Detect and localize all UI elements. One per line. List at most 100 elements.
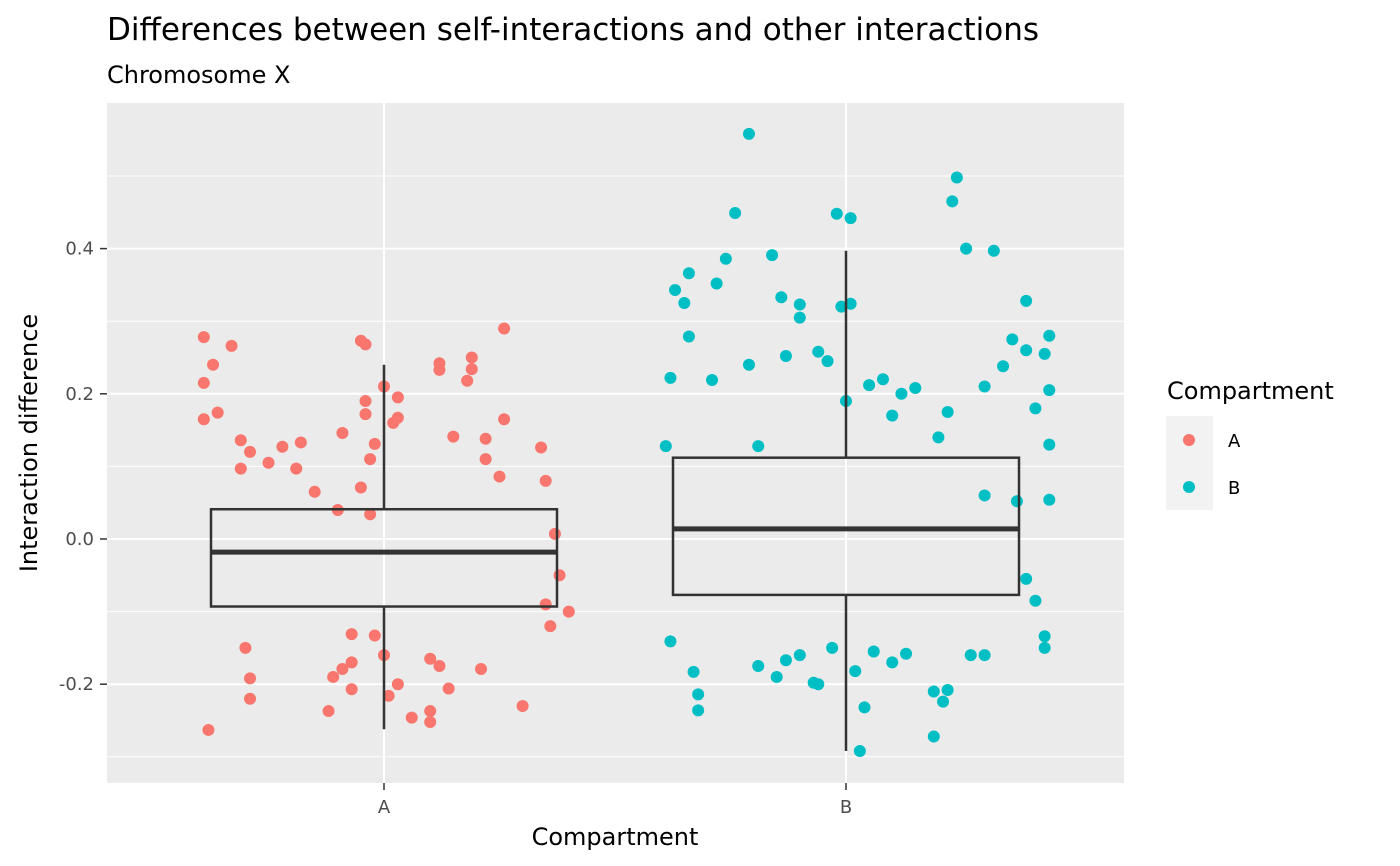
data-point-a: [433, 357, 446, 370]
data-point-b: [766, 249, 779, 262]
data-point-b: [950, 171, 963, 184]
data-point-b: [1043, 438, 1056, 451]
chart-subtitle: Chromosome X: [107, 61, 290, 89]
data-point-b: [1043, 329, 1056, 342]
axes: -0.2 0.0 0.2 0.4 A B: [59, 239, 852, 818]
data-point-a: [391, 411, 404, 424]
data-point-b: [932, 431, 945, 444]
data-point-b: [779, 350, 792, 363]
data-point-b: [1038, 347, 1051, 360]
data-point-b: [779, 654, 792, 667]
data-point-b: [895, 387, 908, 400]
data-point-b: [770, 670, 783, 683]
data-point-a: [535, 441, 548, 454]
data-point-b: [793, 298, 806, 311]
data-point-a: [516, 699, 529, 712]
data-point-a: [475, 662, 488, 675]
data-point-a: [239, 641, 252, 654]
data-point-b: [946, 195, 959, 208]
legend-key-a: [1183, 434, 1195, 446]
data-point-a: [391, 391, 404, 404]
data-point-a: [262, 456, 275, 469]
data-point-b: [682, 267, 695, 280]
data-point-b: [742, 127, 755, 140]
data-point-a: [433, 660, 446, 673]
data-point-a: [354, 481, 367, 494]
data-point-b: [687, 665, 700, 678]
data-point-a: [498, 322, 511, 335]
y-tick-label: 0.0: [65, 529, 94, 550]
data-point-b: [1006, 333, 1019, 346]
data-point-a: [359, 395, 372, 408]
data-point-a: [368, 629, 381, 642]
data-point-a: [364, 453, 377, 466]
data-point-b: [812, 678, 825, 691]
data-point-a: [539, 474, 552, 487]
legend: Compartment A B: [1166, 377, 1334, 510]
data-point-a: [345, 656, 358, 669]
data-point-a: [553, 569, 566, 582]
data-point-b: [960, 242, 973, 255]
data-point-b: [900, 647, 913, 660]
y-axis-title: Interaction difference: [15, 314, 43, 572]
data-point-b: [835, 300, 848, 313]
y-tick-label: 0.4: [65, 239, 94, 260]
data-point-a: [442, 682, 455, 695]
data-point-b: [752, 660, 765, 673]
data-point-a: [405, 711, 418, 724]
data-point-b: [1010, 495, 1023, 508]
data-point-a: [276, 440, 289, 453]
data-point-a: [382, 689, 395, 702]
data-point-a: [234, 434, 247, 447]
boxplot-a: [209, 364, 559, 730]
data-point-b: [849, 665, 862, 678]
data-point-a: [364, 508, 377, 521]
data-point-b: [678, 297, 691, 310]
data-point-b: [886, 656, 899, 669]
data-point-a: [368, 437, 381, 450]
data-point-a: [197, 413, 210, 426]
data-point-a: [294, 436, 307, 449]
x-axis-title: Compartment: [532, 823, 699, 851]
data-point-a: [548, 527, 561, 540]
data-point-a: [244, 445, 257, 458]
data-point-b: [1043, 493, 1056, 506]
data-point-b: [941, 684, 954, 697]
data-point-b: [1043, 384, 1056, 397]
data-point-b: [964, 649, 977, 662]
data-point-b: [863, 379, 876, 392]
data-point-a: [359, 408, 372, 421]
data-point-b: [692, 688, 705, 701]
data-point-b: [978, 649, 991, 662]
data-point-a: [308, 485, 321, 498]
data-point-b: [867, 645, 880, 658]
data-point-a: [244, 672, 257, 685]
legend-label-a: A: [1228, 431, 1241, 452]
boxplot-b: [671, 250, 1021, 751]
legend-title: Compartment: [1167, 377, 1334, 405]
data-point-b: [909, 381, 922, 394]
data-point-b: [853, 744, 866, 757]
data-point-b: [844, 212, 857, 225]
data-point-a: [244, 692, 257, 705]
data-point-b: [1020, 294, 1033, 307]
data-point-a: [359, 338, 372, 351]
data-point-a: [197, 376, 210, 389]
data-point-b: [710, 277, 723, 290]
x-tick-label: A: [378, 797, 391, 818]
data-point-a: [345, 683, 358, 696]
data-point-a: [290, 462, 303, 475]
legend-label-b: B: [1228, 478, 1240, 499]
data-point-a: [322, 705, 335, 718]
data-point-a: [479, 432, 492, 445]
data-point-b: [886, 409, 899, 422]
data-point-a: [336, 662, 349, 675]
data-point-a: [327, 670, 340, 683]
data-point-a: [465, 363, 478, 376]
legend-key-b: [1183, 481, 1195, 493]
data-point-b: [719, 252, 732, 265]
data-point-b: [997, 360, 1010, 373]
data-point-a: [447, 430, 460, 443]
chart-title: Differences between self-interactions an…: [107, 12, 1039, 48]
data-point-b: [937, 695, 950, 708]
